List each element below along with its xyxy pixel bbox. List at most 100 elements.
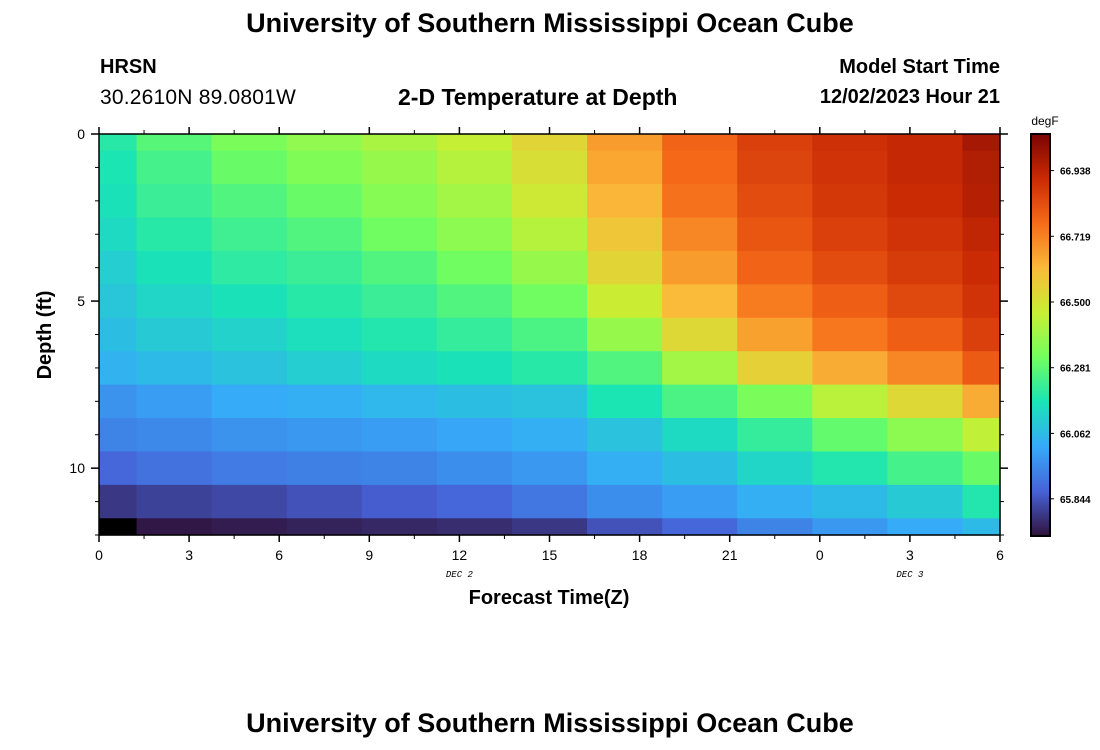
heatmap-cell <box>511 217 588 252</box>
heatmap-cell <box>99 184 138 219</box>
heatmap-cell <box>99 284 138 319</box>
heatmap-cell <box>511 518 588 536</box>
heatmap-cell <box>662 134 738 152</box>
heatmap-cell <box>436 518 513 536</box>
heatmap-cell <box>737 150 813 185</box>
heatmap-cell <box>962 317 1001 352</box>
heatmap-cell <box>887 484 964 519</box>
footer-title: University of Southern Mississippi Ocean… <box>246 708 854 738</box>
heatmap-cell <box>99 451 138 486</box>
heatmap-cell <box>436 184 513 219</box>
heatmap-cell <box>436 418 513 453</box>
chart-subtitle: 2-D Temperature at Depth <box>398 84 678 110</box>
heatmap-cell <box>962 250 1001 285</box>
heatmap-cell <box>99 484 138 519</box>
heatmap-cell <box>99 134 138 152</box>
heatmap-cell <box>962 418 1001 453</box>
colorbar: degF 65.844 66.062 66.281 66.500 66.719 66.93… <box>1030 114 1091 537</box>
x-tick-label: 6 <box>996 547 1004 563</box>
heatmap-cell <box>286 150 363 185</box>
heatmap-cell <box>136 150 213 185</box>
heatmap-cell <box>136 284 213 319</box>
heatmap-cell <box>361 351 438 386</box>
y-tick-label: 10 <box>69 460 85 476</box>
heatmap-cell <box>887 351 964 386</box>
heatmap-cell <box>887 518 964 536</box>
heatmap-cell <box>361 184 438 219</box>
heatmap-cell <box>887 250 964 285</box>
model-start-value: 12/02/2023 Hour 21 <box>819 86 1000 108</box>
heatmap-cell <box>286 484 363 519</box>
x-tick-label: 15 <box>542 547 558 563</box>
heatmap-cell <box>436 284 513 319</box>
heatmap-cell <box>361 451 438 486</box>
heatmap-cell <box>511 317 588 352</box>
x-tick-label: 3 <box>906 547 914 563</box>
heatmap-cell <box>812 184 888 219</box>
heatmap-cell <box>887 418 964 453</box>
heatmap-cell <box>962 384 1001 419</box>
heatmap-cell <box>662 384 738 419</box>
heatmap-cell <box>286 284 363 319</box>
heatmap-cell <box>812 284 888 319</box>
heatmap-cell <box>211 250 288 285</box>
heatmap-cell <box>962 284 1001 319</box>
heatmap-cell <box>962 184 1001 219</box>
x-tick-label: 12 <box>452 547 468 563</box>
heatmap-cell <box>587 418 663 453</box>
heatmap-cell <box>812 150 888 185</box>
heatmap-cell <box>812 384 888 419</box>
x-axis-title: Forecast Time(Z) <box>469 587 630 609</box>
y-tick-label: 0 <box>77 126 85 142</box>
heatmap-cell <box>812 250 888 285</box>
heatmap-cell <box>211 451 288 486</box>
date-label: DEC 3 <box>896 570 924 580</box>
heatmap-cell <box>737 317 813 352</box>
heatmap-cell <box>737 484 813 519</box>
heatmap-cell <box>99 317 138 352</box>
page-title: University of Southern Mississippi Ocean… <box>246 8 854 38</box>
heatmap-cell <box>511 451 588 486</box>
heatmap-cell <box>361 217 438 252</box>
heatmap-cells <box>99 134 1001 536</box>
heatmap-cell <box>662 317 738 352</box>
heatmap-cell <box>662 150 738 185</box>
heatmap-cell <box>812 134 888 152</box>
colorbar-tick-label: 66.719 <box>1060 232 1091 243</box>
heatmap-cell <box>662 484 738 519</box>
y-tick-label: 5 <box>77 293 85 309</box>
heatmap-cell <box>511 134 588 152</box>
heatmap-cell <box>361 284 438 319</box>
x-tick-label: 9 <box>365 547 373 563</box>
x-tick-label: 3 <box>185 547 193 563</box>
colorbar-tick-label: 65.844 <box>1060 495 1091 506</box>
heatmap-cell <box>361 150 438 185</box>
heatmap-cell <box>812 317 888 352</box>
heatmap-cell <box>662 418 738 453</box>
heatmap-cell <box>511 484 588 519</box>
heatmap-cell <box>211 418 288 453</box>
heatmap-cell <box>436 150 513 185</box>
heatmap-cell <box>211 217 288 252</box>
heatmap-cell <box>662 184 738 219</box>
heatmap-cell <box>99 418 138 453</box>
heatmap-cell <box>737 518 813 536</box>
x-tick-label: 0 <box>816 547 824 563</box>
heatmap-cell <box>887 184 964 219</box>
heatmap-cell <box>812 451 888 486</box>
heatmap-cell <box>136 134 213 152</box>
x-tick-label: 6 <box>275 547 283 563</box>
heatmap-cell <box>662 284 738 319</box>
heatmap-cell <box>436 451 513 486</box>
heatmap-cell <box>737 184 813 219</box>
colorbar-ticks: 65.844 66.062 66.281 66.500 66.719 66.938 <box>1050 167 1091 506</box>
heatmap-cell <box>511 250 588 285</box>
heatmap-cell <box>211 184 288 219</box>
heatmap-cell <box>737 451 813 486</box>
heatmap-cell <box>587 351 663 386</box>
heatmap-cell <box>136 518 213 536</box>
heatmap-cell <box>887 217 964 252</box>
heatmap-cell <box>136 351 213 386</box>
heatmap-cell <box>737 351 813 386</box>
